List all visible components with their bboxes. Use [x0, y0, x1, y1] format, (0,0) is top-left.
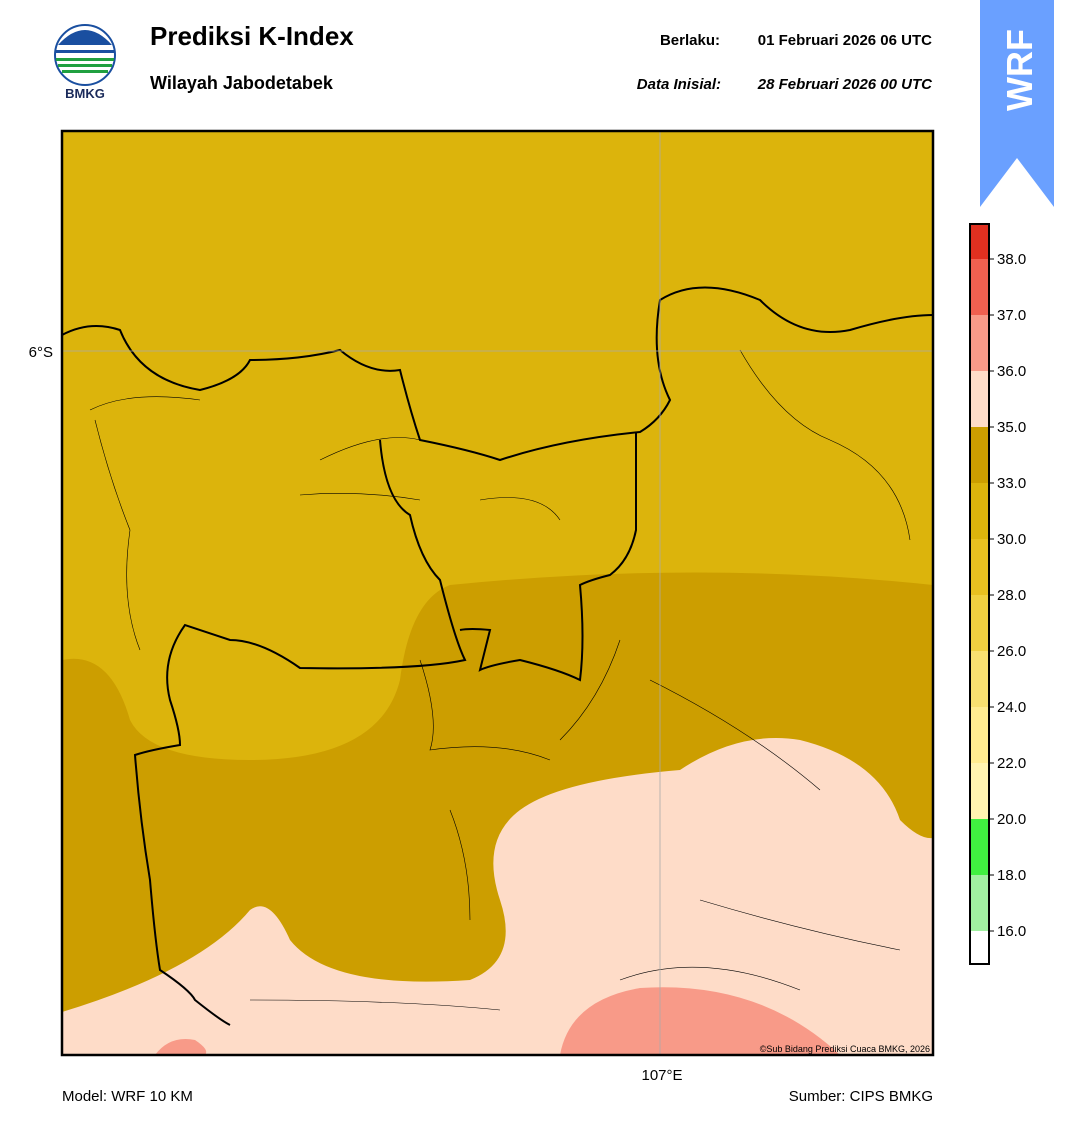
colorbar-segment: [970, 707, 989, 763]
colorbar-tick-label: 38.0: [997, 251, 1026, 268]
colorbar-tick-label: 16.0: [997, 923, 1026, 940]
valid-label: Berlaku:: [660, 32, 720, 49]
colorbar-segment: [970, 315, 989, 371]
init-label: Data Inisial:: [637, 76, 721, 93]
init-time: 28 Februari 2026 00 UTC: [757, 76, 933, 93]
colorbar-segment: [970, 371, 989, 427]
colorbar-frame: [969, 223, 990, 965]
colorbar-segment: [970, 539, 989, 595]
colorbar: 16.0 18.0 20.0 22.0 24.0 26.0 28.0 30.0 33.0 35.0…: [969, 223, 1026, 965]
map-frame: [60, 129, 935, 1057]
map-area: ©Sub Bidang Prediksi Cuaca BMKG, 2026: [62, 131, 933, 1055]
colorbar-tick-label: 30.0: [997, 531, 1026, 548]
colorbar-tick-label: 18.0: [997, 867, 1026, 884]
colorbar-tick-label: 33.0: [997, 475, 1026, 492]
colorbar-segment: [970, 763, 989, 819]
colorbar-segment: [970, 483, 989, 539]
colorbar-segment: [970, 875, 989, 931]
wrf-banner: [980, 0, 1054, 207]
copyright: ©Sub Bidang Prediksi Cuaca BMKG, 2026: [760, 1044, 930, 1054]
colorbar-segment: [970, 595, 989, 651]
lon-label: 107°E: [641, 1067, 682, 1084]
title: Prediksi K-Index: [150, 21, 354, 51]
lat-label: 6°S: [29, 344, 53, 361]
valid-time: 01 Februari 2026 06 UTC: [758, 32, 932, 49]
colorbar-segment: [970, 931, 989, 964]
colorbar-tick-label: 24.0: [997, 699, 1026, 716]
colorbar-tick-label: 22.0: [997, 755, 1026, 772]
colorbar-tick-label: 26.0: [997, 643, 1026, 660]
colorbar-tick-label: 36.0: [997, 363, 1026, 380]
colorbar-tick-label: 35.0: [997, 419, 1026, 436]
colorbar-tick-label: 20.0: [997, 811, 1026, 828]
colorbar-tick-label: 28.0: [997, 587, 1026, 604]
source-label: Sumber: CIPS BMKG: [789, 1088, 933, 1105]
colorbar-segment: [970, 651, 989, 707]
colorbar-segment: [970, 427, 989, 483]
colorbar-segment: [970, 224, 989, 259]
bmkg-logo: BMKG: [54, 24, 116, 101]
colorbar-segment: [970, 819, 989, 875]
logo-text: BMKG: [65, 86, 105, 101]
colorbar-segment: [970, 259, 989, 315]
subtitle: Wilayah Jabodetabek: [150, 73, 334, 93]
wrf-badge: WRF: [999, 29, 1040, 111]
colorbar-tick-label: 37.0: [997, 307, 1026, 324]
model-label: Model: WRF 10 KM: [62, 1088, 193, 1105]
